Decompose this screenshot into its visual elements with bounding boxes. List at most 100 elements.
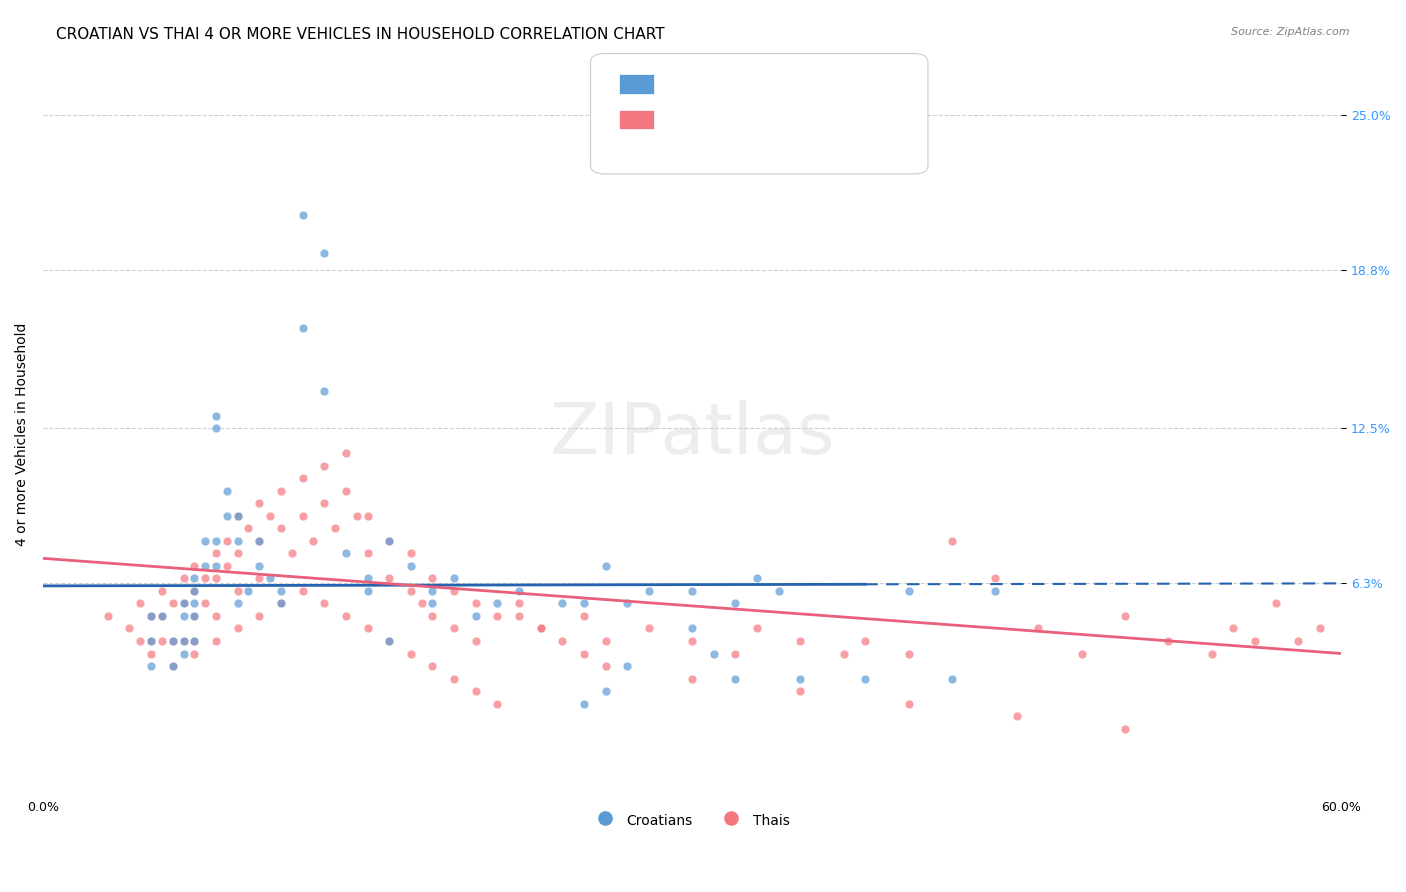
Point: [205, 421, 228, 435]
Point: [356, 546, 378, 560]
Point: [464, 609, 486, 624]
Point: [173, 634, 195, 648]
Point: [173, 647, 195, 661]
Point: [1070, 647, 1092, 661]
Point: [422, 571, 444, 585]
Point: [183, 571, 205, 585]
Point: [173, 571, 195, 585]
Point: [508, 596, 530, 610]
Point: [941, 533, 963, 548]
Point: [508, 583, 530, 598]
Point: [291, 321, 314, 335]
Point: [194, 558, 217, 573]
Point: [1286, 634, 1309, 648]
Point: [595, 659, 617, 673]
Point: [173, 634, 195, 648]
Point: [1309, 622, 1331, 636]
Point: [314, 384, 336, 398]
Point: [183, 634, 205, 648]
Point: [530, 622, 553, 636]
Point: [378, 634, 401, 648]
Point: [464, 596, 486, 610]
Text: R = -0.313: R = -0.313: [664, 108, 738, 122]
Point: [572, 697, 595, 711]
Point: [1005, 709, 1028, 723]
Point: [97, 609, 120, 624]
Point: [1222, 622, 1244, 636]
Point: [378, 634, 401, 648]
Point: [173, 609, 195, 624]
Point: [238, 583, 260, 598]
Point: [139, 634, 162, 648]
Point: [853, 672, 876, 686]
Text: N = 110: N = 110: [769, 108, 827, 122]
Point: [681, 672, 703, 686]
Point: [356, 583, 378, 598]
Point: [183, 609, 205, 624]
Point: [247, 609, 270, 624]
Point: [270, 596, 292, 610]
Point: [551, 596, 574, 610]
Legend: Croatians, Thais: Croatians, Thais: [589, 806, 796, 834]
Point: [789, 672, 811, 686]
Point: [378, 533, 401, 548]
Point: [724, 647, 747, 661]
Point: [194, 533, 217, 548]
Point: [984, 571, 1007, 585]
Point: [270, 583, 292, 598]
Point: [259, 508, 281, 523]
Point: [205, 533, 228, 548]
Point: [1265, 596, 1288, 610]
Point: [162, 634, 184, 648]
Point: [789, 684, 811, 698]
Point: [183, 647, 205, 661]
Point: [150, 609, 173, 624]
Point: [1028, 622, 1050, 636]
Point: [162, 659, 184, 673]
Point: [238, 521, 260, 535]
Point: [247, 496, 270, 510]
Point: [724, 596, 747, 610]
Point: [302, 533, 325, 548]
Point: [270, 521, 292, 535]
Point: [291, 508, 314, 523]
Point: [150, 583, 173, 598]
Point: [356, 571, 378, 585]
Point: [572, 647, 595, 661]
Point: [173, 596, 195, 610]
Point: [226, 533, 249, 548]
Point: [314, 458, 336, 473]
Point: [314, 245, 336, 260]
Point: [422, 609, 444, 624]
Point: [259, 571, 281, 585]
Point: [205, 571, 228, 585]
Point: [637, 622, 659, 636]
Point: [335, 609, 357, 624]
Point: [215, 558, 238, 573]
Text: CROATIAN VS THAI 4 OR MORE VEHICLES IN HOUSEHOLD CORRELATION CHART: CROATIAN VS THAI 4 OR MORE VEHICLES IN H…: [56, 27, 665, 42]
Point: [378, 533, 401, 548]
Point: [291, 471, 314, 485]
Point: [205, 409, 228, 423]
Point: [226, 508, 249, 523]
Point: [323, 521, 346, 535]
Point: [247, 533, 270, 548]
Point: [183, 583, 205, 598]
Point: [399, 647, 422, 661]
Point: [703, 647, 725, 661]
Point: [194, 596, 217, 610]
Point: [291, 208, 314, 222]
Point: [215, 533, 238, 548]
Point: [681, 622, 703, 636]
Text: ZIPatlas: ZIPatlas: [550, 400, 835, 469]
Point: [422, 583, 444, 598]
Point: [897, 697, 920, 711]
Point: [984, 583, 1007, 598]
Point: [205, 558, 228, 573]
Point: [595, 558, 617, 573]
Point: [356, 622, 378, 636]
Point: [346, 508, 368, 523]
Point: [194, 571, 217, 585]
Point: [183, 583, 205, 598]
Point: [205, 546, 228, 560]
